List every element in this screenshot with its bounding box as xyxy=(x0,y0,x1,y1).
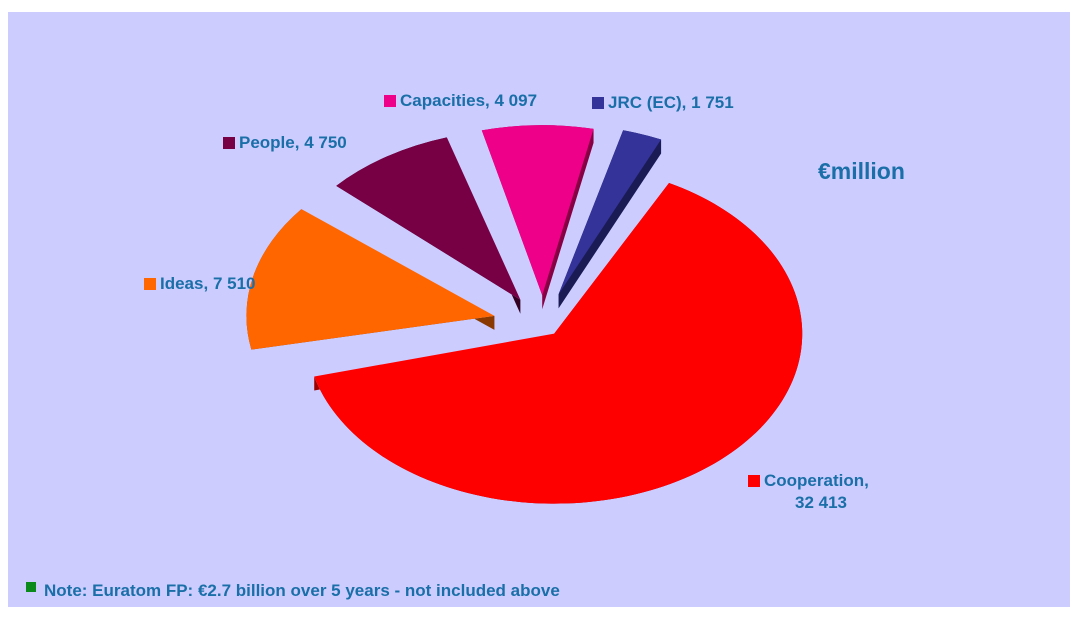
unit-label: €million xyxy=(818,158,905,184)
label-ideas-name: Ideas, xyxy=(160,274,209,293)
swatch-cooperation xyxy=(748,475,760,487)
swatch-ideas xyxy=(144,278,156,290)
slice-ideas-top xyxy=(246,209,495,350)
slice-jrc-top xyxy=(558,130,662,295)
swatch-jrc xyxy=(592,97,604,109)
swatch-people xyxy=(223,137,235,149)
swatch-capacities xyxy=(384,95,396,107)
slice-jrc xyxy=(558,130,662,309)
slice-capacities xyxy=(481,125,594,310)
label-jrc-name: JRC (EC), xyxy=(608,93,687,112)
chart-panel: Cooperation, 32 413 Ideas, 7 510 People,… xyxy=(8,12,1070,607)
label-cooperation: Cooperation, 32 413 xyxy=(748,470,869,514)
slice-people-top xyxy=(336,137,521,300)
slice-cooperation xyxy=(314,182,803,518)
note-bullet-icon xyxy=(26,582,36,592)
label-capacities: Capacities, 4 097 xyxy=(384,90,537,112)
label-people-name: People, xyxy=(239,133,300,152)
label-jrc-value: 1 751 xyxy=(691,93,734,112)
slice-ideas xyxy=(246,209,495,364)
label-ideas-value: 7 510 xyxy=(212,274,256,293)
label-capacities-value: 4 097 xyxy=(494,91,538,110)
slice-cooperation-top xyxy=(314,182,803,504)
label-jrc: JRC (EC), 1 751 xyxy=(592,92,734,114)
label-capacities-name: Capacities, xyxy=(400,91,490,110)
slice-people xyxy=(336,137,521,314)
label-people-value: 4 750 xyxy=(304,133,347,152)
slice-capacities-top xyxy=(481,125,594,296)
pie-chart xyxy=(246,125,803,518)
label-cooperation-value: 32 413 xyxy=(795,493,847,512)
label-people: People, 4 750 xyxy=(223,132,347,154)
label-cooperation-name: Cooperation, xyxy=(764,471,869,490)
note-text: Note: Euratom FP: €2.7 billion over 5 ye… xyxy=(44,581,560,600)
label-ideas: Ideas, 7 510 xyxy=(144,273,255,295)
